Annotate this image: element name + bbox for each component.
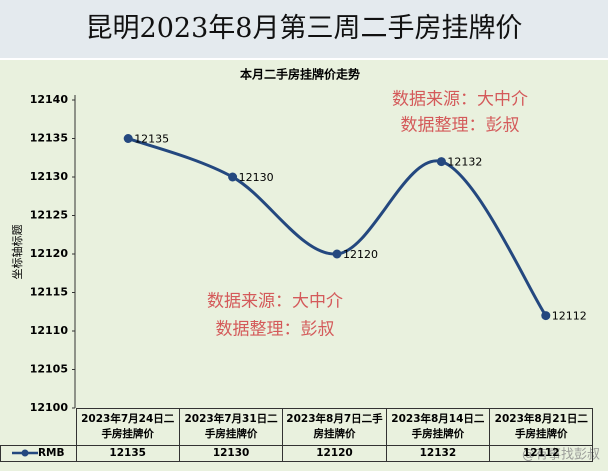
value-cell: 12120 [282,445,387,462]
data-label: 12130 [239,171,274,184]
y-tick-label: 12130 [30,170,69,183]
legend-marker [21,449,29,457]
chart-title: 本月二手房挂牌价走势 [240,67,360,82]
y-tick-label: 12125 [30,209,68,222]
marker [541,311,551,321]
marker [123,134,133,143]
value-cell: 12135 [75,445,180,462]
marker [332,249,342,259]
marker [228,172,238,182]
category-cell: 2023年8月21日二手房挂牌价 [489,408,594,446]
legend-key [11,449,38,457]
annotation: 数据来源：大中介 [207,292,343,312]
y-tick-label: 12105 [30,363,68,376]
y-tick-label: 12120 [30,247,69,260]
legend-cell: RMB [0,445,77,462]
annotation: 数据来源：大中介 [392,90,528,110]
data-label: 12135 [134,133,169,146]
value-cell: 12130 [178,445,284,462]
y-tick-label: 12115 [30,286,68,299]
category-cell: 2023年8月14日二手房挂牌价 [385,408,491,446]
category-cell: 2023年8月7日二手房挂牌价 [282,408,387,446]
table-corner [0,408,77,446]
value-cell: 12132 [385,445,491,462]
annotation: 数据整理：彭叔 [401,116,520,136]
data-label: 12120 [343,248,378,261]
value-cell: 12112 [489,445,594,462]
y-tick-label: 12140 [30,93,69,106]
category-cell: 2023年7月24日二手房挂牌价 [75,408,180,446]
data-label: 12112 [552,310,587,323]
y-tick-label: 12110 [30,324,69,337]
y-tick-label: 12135 [30,132,68,145]
data-label: 12132 [447,156,482,169]
data-table: 2023年7月24日二手房挂牌价 2023年7月31日二手房挂牌价 2023年8月7… [0,408,594,462]
marker [436,157,446,167]
line [127,137,548,317]
y-axis-title: 坐标轴标题 [10,225,24,280]
page-title: 昆明2023年8月第三周二手房挂牌价 [0,0,608,60]
annotation: 数据整理：彭叔 [216,320,335,340]
category-cell: 2023年7月31日二手房挂牌价 [178,408,284,446]
legend-label: RMB [37,447,65,459]
